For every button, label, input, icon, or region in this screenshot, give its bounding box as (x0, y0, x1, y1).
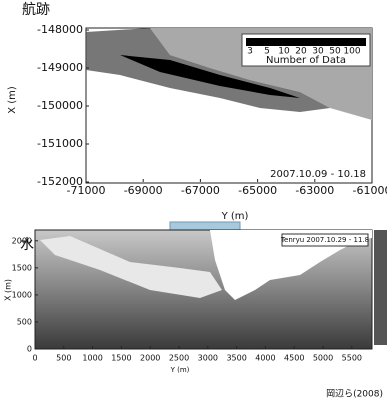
x-tick-label: 2000 (140, 354, 160, 363)
x-tick-label: -69000 (124, 184, 163, 197)
x-tick-label: -63000 (295, 184, 334, 197)
x-tick-label: 0 (32, 354, 37, 363)
y-tick-label: 0 (27, 345, 32, 354)
y-tick-label: 500 (17, 317, 32, 326)
y-tick-label: 2000 (12, 236, 32, 245)
label-box (281, 233, 369, 247)
credit: 岡辺ら(2008) (326, 389, 383, 400)
box-label: Tenryu 2007.10.29 - 11.8 (280, 236, 369, 244)
legend-tick: 20 (295, 47, 307, 57)
y-tick-label: 1000 (12, 290, 32, 299)
x-tick-label: -65000 (238, 184, 277, 197)
x-tick-label: 4500 (284, 354, 304, 363)
colorbar (374, 230, 387, 345)
legend-tick: 10 (278, 47, 290, 57)
legend-title: Number of Data (266, 55, 346, 66)
y-tick-label: -148000 (37, 23, 83, 36)
x-tick-label: 1000 (82, 354, 102, 363)
x-tick-label: 500 (56, 354, 71, 363)
shoal (40, 236, 222, 298)
x-tick-label: 5500 (342, 354, 362, 363)
y-axis-label: X (m) (4, 279, 13, 301)
x-tick-label: -71000 (67, 184, 106, 197)
legend-tick: 50 (329, 47, 341, 57)
x-tick-label: 1500 (111, 354, 131, 363)
legend-tick: 30 (312, 47, 324, 57)
x-tick-label: 4000 (255, 354, 275, 363)
date: 2007.10.09 - 10.18 (270, 169, 366, 180)
legend-tick: 5 (264, 47, 270, 57)
heading: 航跡 (22, 2, 50, 18)
track-core (120, 55, 300, 98)
y-tick-label: 1500 (12, 263, 32, 272)
x-tick-label: 2500 (169, 354, 189, 363)
y-tick-label: -150000 (37, 99, 83, 112)
x-tick-label: -61000 (353, 184, 387, 197)
x-tick-label: 3000 (198, 354, 218, 363)
legend-tick: 3 (247, 47, 253, 57)
land (35, 230, 372, 300)
x-tick-label: -67000 (181, 184, 220, 197)
legend-tick: 100 (343, 47, 360, 57)
x-axis-label: Y (m) (170, 366, 190, 374)
x-axis-label: Y (m) (221, 211, 249, 222)
y-tick-label: -151000 (37, 137, 83, 150)
y-tick-label: -149000 (37, 61, 83, 74)
legend-bar (246, 38, 366, 46)
x-tick-label: 5000 (313, 354, 333, 363)
x-tick-label: 3500 (226, 354, 246, 363)
y-axis-label: X (m) (7, 86, 18, 114)
y-tick-label: -152000 (37, 175, 83, 188)
